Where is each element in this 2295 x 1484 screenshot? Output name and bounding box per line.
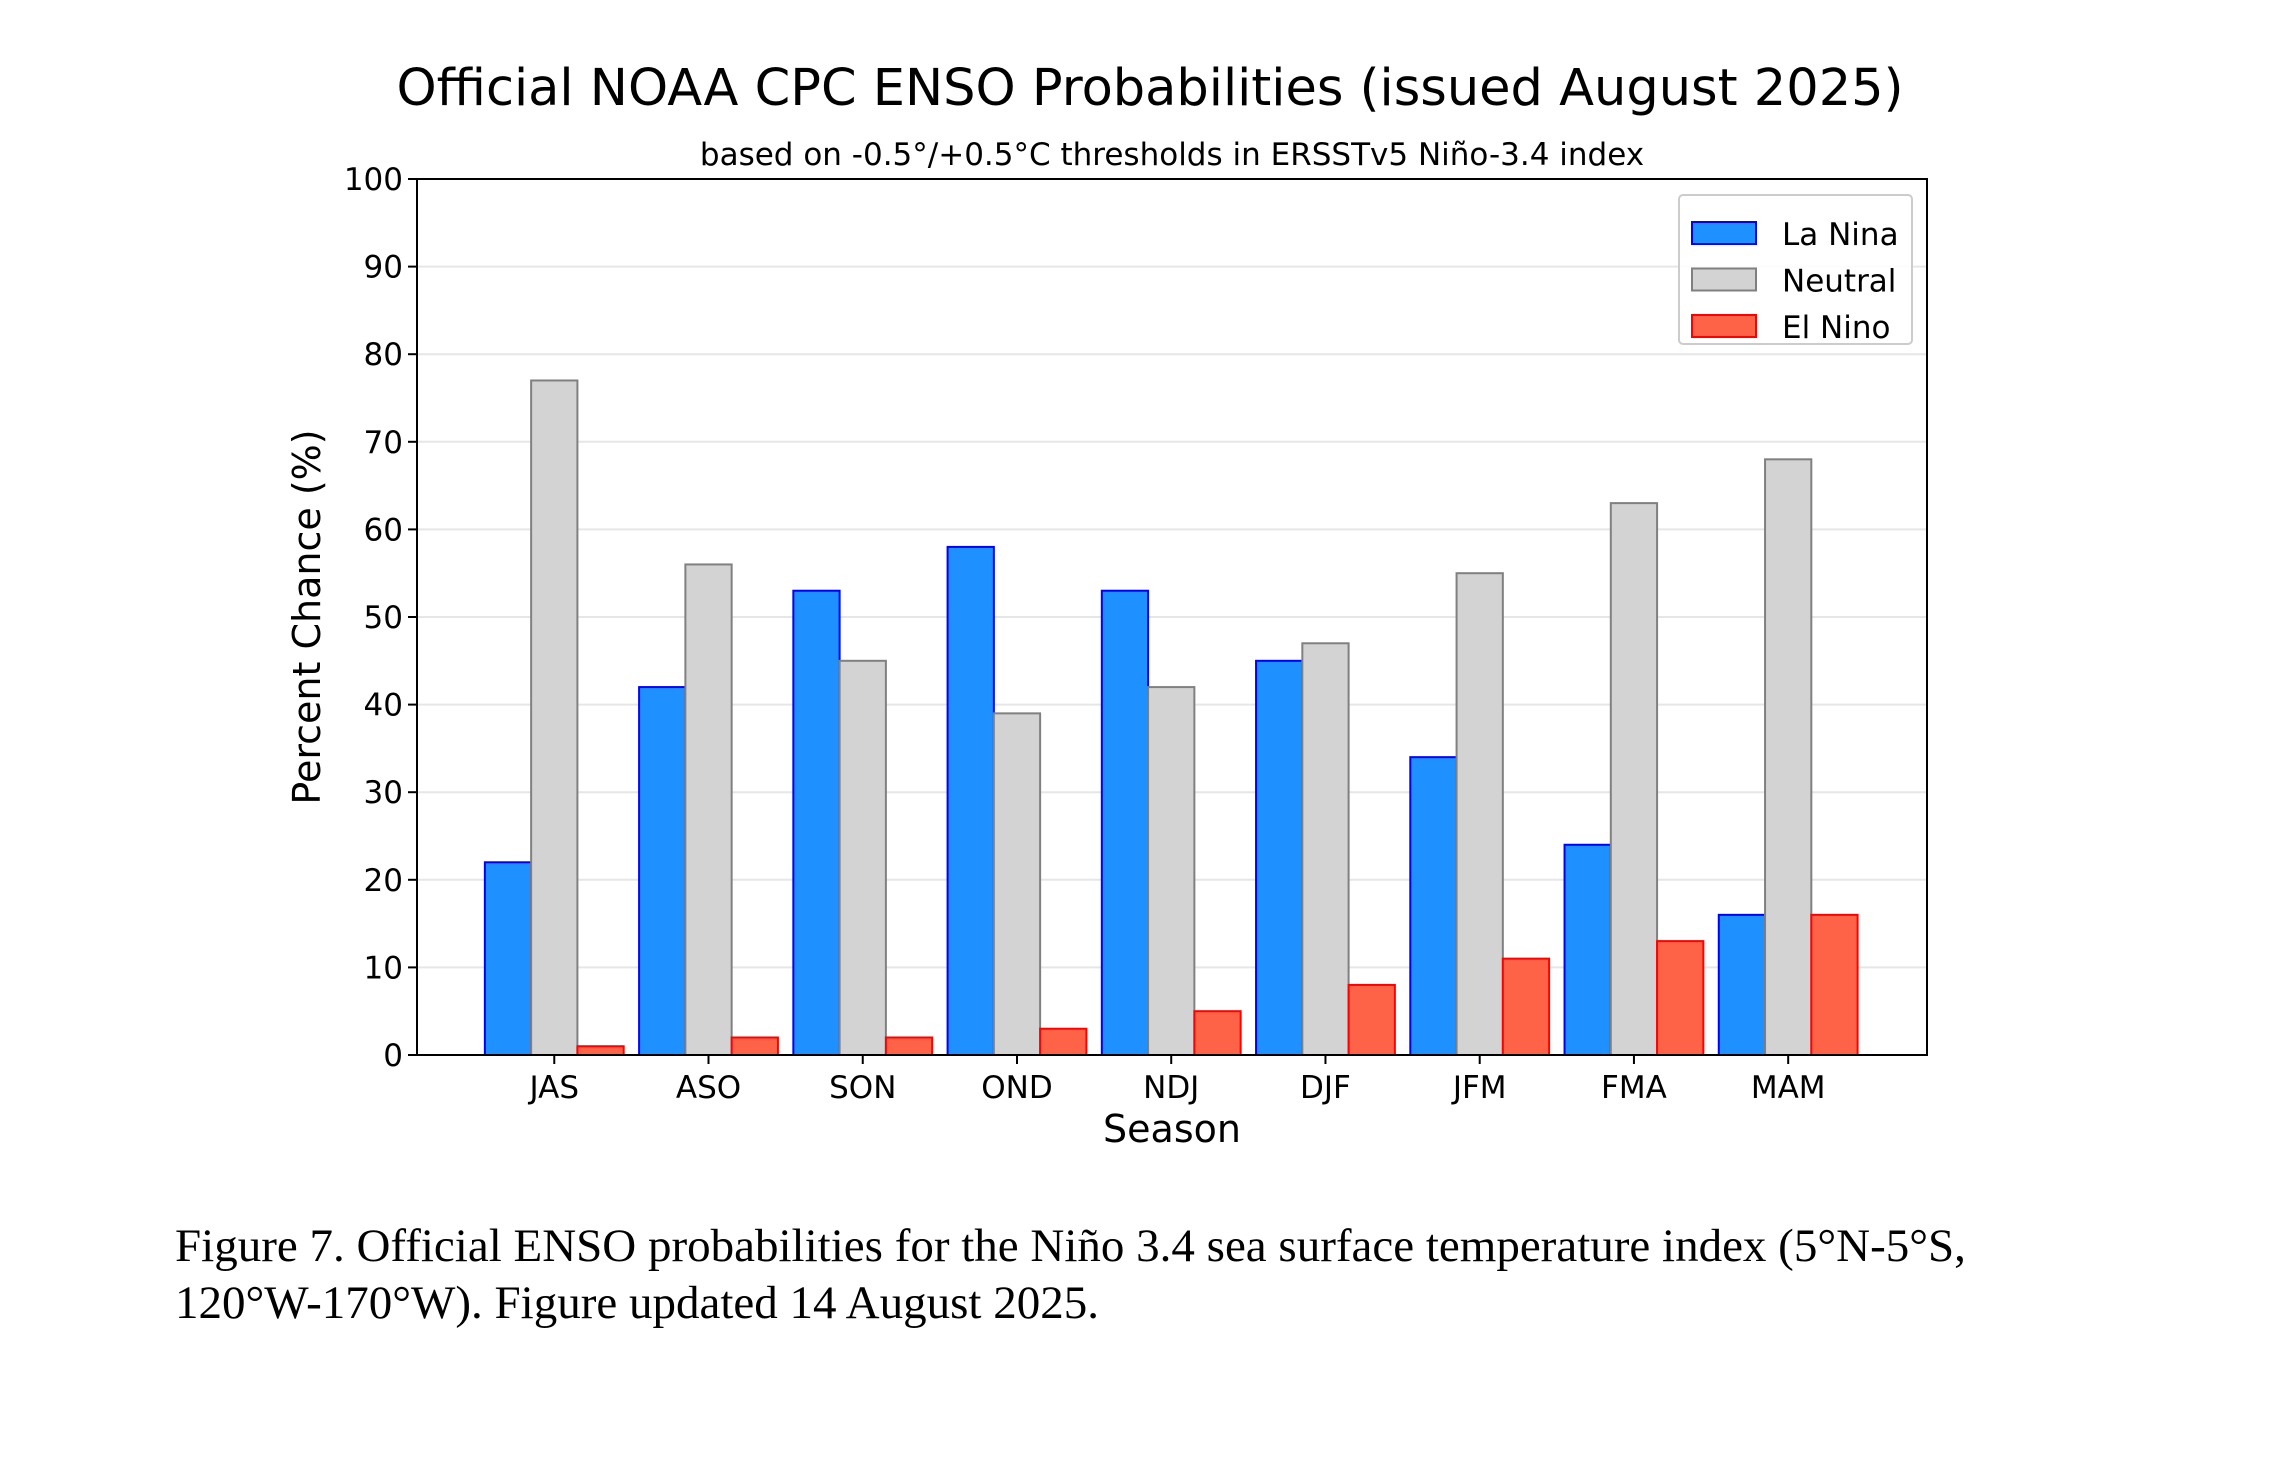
legend-label: La Nina (1782, 217, 1899, 253)
chart-title: Official NOAA CPC ENSO Probabilities (is… (397, 59, 1904, 118)
bar-el-nino-jas (576, 1045, 625, 1056)
legend-swatch (1691, 267, 1757, 292)
x-tick-label: ASO (676, 1070, 741, 1106)
x-tick-label: MAM (1751, 1070, 1826, 1106)
bar-neutral-ond (992, 712, 1042, 1056)
bar-el-nino-aso (730, 1036, 779, 1056)
y-tick-label: 0 (383, 1038, 403, 1074)
bar-neutral-djf (1301, 642, 1350, 1057)
bar-neutral-mam (1764, 458, 1813, 1056)
y-tick-label: 100 (344, 162, 403, 198)
legend-label: El Nino (1782, 310, 1890, 346)
y-tick-label: 40 (364, 688, 403, 724)
figure-caption: Figure 7. Official ENSO probabilities fo… (175, 1218, 2175, 1332)
bar-neutral-son (838, 659, 887, 1056)
legend-swatch (1691, 221, 1757, 245)
enso-probability-chart: Official NOAA CPC ENSO Probabilities (is… (285, 59, 1928, 1151)
x-tick-label: OND (981, 1070, 1052, 1106)
x-tick-label: JAS (528, 1070, 579, 1106)
y-tick-label: 80 (364, 337, 403, 373)
bar-el-nino-ndj (1193, 1010, 1242, 1057)
bar-la-nina-djf (1255, 659, 1304, 1056)
y-tick-label: 90 (364, 250, 403, 286)
x-tick-label: JFM (1451, 1070, 1507, 1106)
y-tick-label: 20 (364, 863, 403, 899)
bar-neutral-jas (530, 379, 579, 1057)
bar-neutral-jfm (1455, 572, 1504, 1056)
bar-el-nino-djf (1347, 983, 1396, 1056)
caption-line-2: 120°W-170°W). Figure updated 14 August 2… (175, 1277, 1099, 1329)
x-tick-label: SON (829, 1070, 896, 1106)
x-tick-label: DJF (1300, 1070, 1351, 1106)
bar-el-nino-mam (1810, 913, 1859, 1057)
x-tick-label: NDJ (1143, 1070, 1199, 1106)
bar-el-nino-fma (1656, 940, 1705, 1056)
plot-frame (416, 178, 1928, 1056)
y-tick-label: 30 (364, 775, 403, 811)
y-tick-label: 10 (364, 950, 403, 986)
bar-neutral-ndj (1147, 686, 1196, 1057)
y-tick-label: 50 (364, 600, 403, 636)
bar-la-nina-ond (946, 545, 995, 1056)
bar-la-nina-son (792, 589, 841, 1056)
caption-line-1: Figure 7. Official ENSO probabilities fo… (175, 1220, 1966, 1272)
y-tick-label: 60 (364, 512, 403, 548)
legend: La Nina Neutral El Nino (1678, 194, 1913, 346)
y-tick-label: 70 (364, 425, 403, 461)
x-axis-label: Season (1103, 1107, 1241, 1151)
bar-el-nino-ond (1039, 1027, 1088, 1056)
bar-el-nino-jfm (1501, 957, 1551, 1057)
bars (483, 379, 1859, 1057)
legend-swatch (1691, 314, 1757, 338)
y-axis-label: Percent Chance (%) (285, 429, 329, 804)
bar-neutral-fma (1609, 502, 1659, 1056)
chart-subtitle: based on -0.5°/+0.5°C thresholds in ERSS… (700, 137, 1644, 173)
axis-ticks: 0 10 20 30 40 50 60 70 80 90 100 JAS ASO SON OND NDJ DJF… (344, 162, 1826, 1106)
bar-el-nino-son (884, 1036, 934, 1056)
bar-la-nina-aso (638, 686, 687, 1057)
bar-la-nina-mam (1717, 913, 1767, 1057)
bar-la-nina-ndj (1100, 589, 1150, 1056)
bar-la-nina-fma (1563, 843, 1612, 1057)
bar-la-nina-jfm (1409, 756, 1458, 1056)
legend-label: Neutral (1782, 264, 1896, 300)
bar-neutral-aso (684, 563, 733, 1056)
bar-la-nina-jas (483, 861, 533, 1057)
x-tick-label: FMA (1601, 1070, 1667, 1106)
